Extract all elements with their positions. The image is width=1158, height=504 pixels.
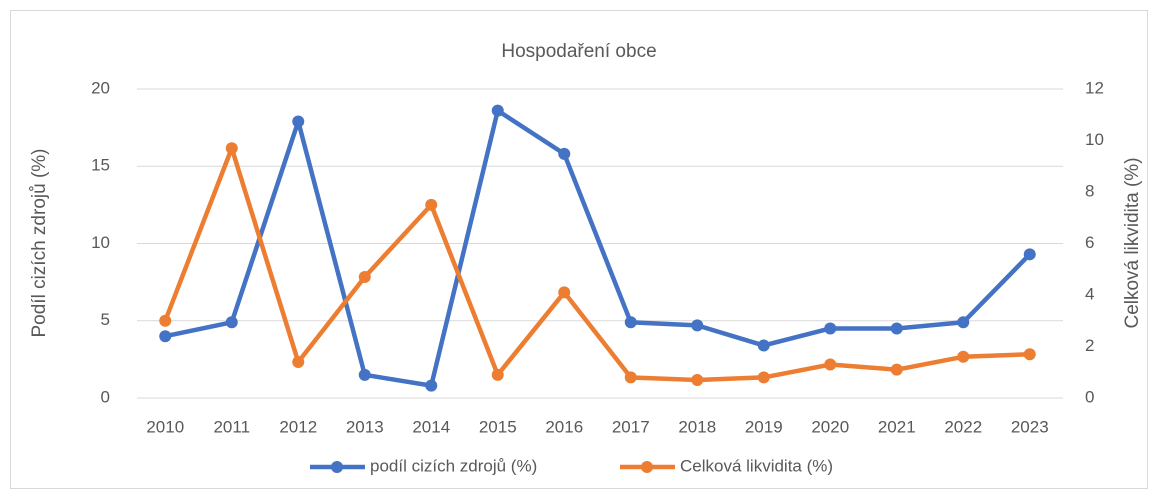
- y2-tick-label: 10: [1085, 130, 1104, 149]
- y-tick-label: 15: [91, 156, 110, 175]
- x-tick-label: 2013: [346, 417, 384, 436]
- data-point: [558, 286, 571, 299]
- data-point: [159, 314, 172, 327]
- data-point: [890, 363, 903, 376]
- data-point: [757, 339, 770, 352]
- x-tick-label: 2018: [678, 417, 716, 436]
- x-tick-label: 2011: [213, 417, 250, 436]
- data-point: [491, 368, 504, 381]
- series-line: [163, 145, 1030, 383]
- data-point: [292, 355, 305, 368]
- legend-marker: [331, 461, 343, 473]
- data-point: [824, 358, 837, 371]
- x-tick-label: 2010: [146, 417, 184, 436]
- chart-title: Hospodaření obce: [501, 41, 656, 62]
- data-point: [624, 316, 637, 329]
- y2-tick-label: 12: [1085, 78, 1104, 97]
- x-tick-label: 2014: [412, 417, 450, 436]
- x-tick-label: 2017: [612, 417, 650, 436]
- data-point: [225, 316, 238, 329]
- y-axis-title: Podíl cizích zdrojů (%): [29, 148, 50, 337]
- x-tick-label: 2020: [811, 417, 849, 436]
- y2-tick-label: 4: [1085, 284, 1094, 303]
- x-tick-label: 2022: [944, 417, 982, 436]
- legend-marker: [641, 461, 653, 473]
- data-point: [358, 270, 371, 283]
- data-point: [491, 104, 504, 117]
- data-point: [691, 319, 704, 332]
- data-point: [890, 322, 903, 335]
- data-point: [558, 147, 571, 160]
- data-point: [425, 198, 438, 211]
- y2-tick-label: 6: [1085, 233, 1094, 252]
- x-tick-label: 2023: [1011, 417, 1049, 436]
- data-point: [757, 371, 770, 384]
- y-tick-label: 0: [101, 387, 110, 406]
- data-point: [425, 379, 438, 392]
- chart-border: [10, 10, 1148, 489]
- x-tick-label: 2016: [545, 417, 583, 436]
- x-tick-label: 2021: [878, 417, 916, 436]
- data-point: [159, 330, 172, 343]
- y-tick-label: 20: [91, 78, 110, 97]
- y-tick-label: 5: [101, 310, 110, 329]
- x-tick-label: 2019: [745, 417, 783, 436]
- x-tick-label: 2015: [479, 417, 517, 436]
- data-point: [1023, 348, 1036, 361]
- data-point: [824, 322, 837, 335]
- y2-tick-label: 2: [1085, 336, 1094, 355]
- data-point: [691, 373, 704, 386]
- data-point: [957, 350, 970, 363]
- y2-tick-label: 8: [1085, 181, 1094, 200]
- series-line: [164, 108, 1032, 388]
- data-point: [624, 371, 637, 384]
- legend-label: podíl cizích zdrojů (%): [370, 456, 537, 475]
- y-tick-label: 10: [91, 233, 110, 252]
- legend-label: Celková likvidita (%): [680, 456, 833, 475]
- data-point: [292, 115, 305, 128]
- data-point: [957, 316, 970, 329]
- data-point: [358, 368, 371, 381]
- data-point: [1023, 248, 1036, 261]
- data-point: [225, 142, 238, 155]
- y2-tick-label: 0: [1085, 387, 1094, 406]
- x-tick-label: 2012: [279, 417, 317, 436]
- y2-axis-title: Celková likvidita (%): [1122, 157, 1143, 328]
